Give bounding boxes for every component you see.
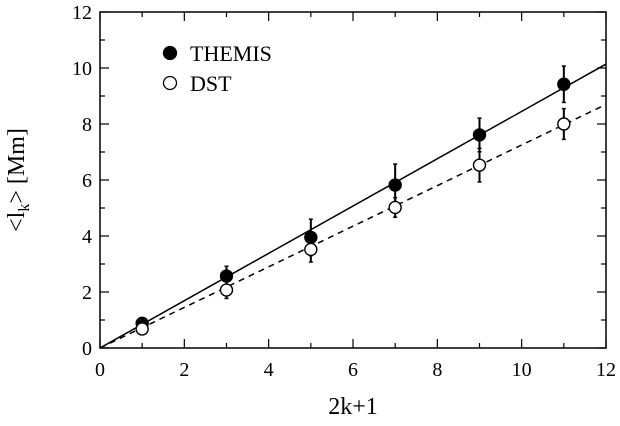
legend-label-themis: THEMIS [190,41,272,66]
legend-label-dst: DST [190,71,232,96]
y-axis-title-sub: k [16,204,33,212]
x-tick-label: 2 [179,359,189,381]
data-point-dst [304,242,318,257]
data-point-dst [135,322,149,336]
axis-ticks [99,11,607,349]
fit-lines [100,63,606,348]
x-tick-label: 6 [348,359,358,381]
y-tick-label: 6 [82,170,92,192]
data-point-themis [304,230,318,245]
data-point-themis [388,178,402,192]
tick-labels: 0 2 4 6 8 10 12 0 2 4 6 8 10 12 [72,2,616,381]
legend-marker-dst [162,75,178,91]
y-tick-label: 0 [82,338,92,360]
fit-line-themis [100,63,606,348]
error-bars [140,65,566,333]
data-point-dst [557,117,571,131]
data-point-dst [388,200,402,215]
y-axis-title-tail: > [Mm] [4,128,30,204]
y-tick-label: 2 [82,282,92,304]
y-tick-label: 10 [72,58,92,80]
data-points [135,77,571,336]
data-point-dst [219,283,234,297]
y-tick-label: 8 [82,114,92,136]
data-point-themis [219,269,234,283]
y-axis-title-main: <l [4,211,30,232]
data-point-themis [472,128,487,142]
y-axis-title: <lk> [Mm] [4,128,33,232]
x-tick-label: 8 [432,359,442,381]
legend-marker-themis [162,45,178,61]
fit-line-dst [100,103,606,348]
legend: THEMIS DST [162,41,272,96]
y-tick-label: 4 [82,226,92,248]
plot-frame [99,11,607,349]
data-point-dst [472,158,487,172]
x-tick-label: 12 [596,359,616,381]
x-tick-label: 0 [95,359,105,381]
data-point-themis [557,77,571,91]
y-tick-label: 12 [72,2,92,24]
x-tick-label: 10 [512,359,532,381]
x-axis-title: 2k+1 [328,394,378,420]
x-tick-label: 4 [264,359,274,381]
